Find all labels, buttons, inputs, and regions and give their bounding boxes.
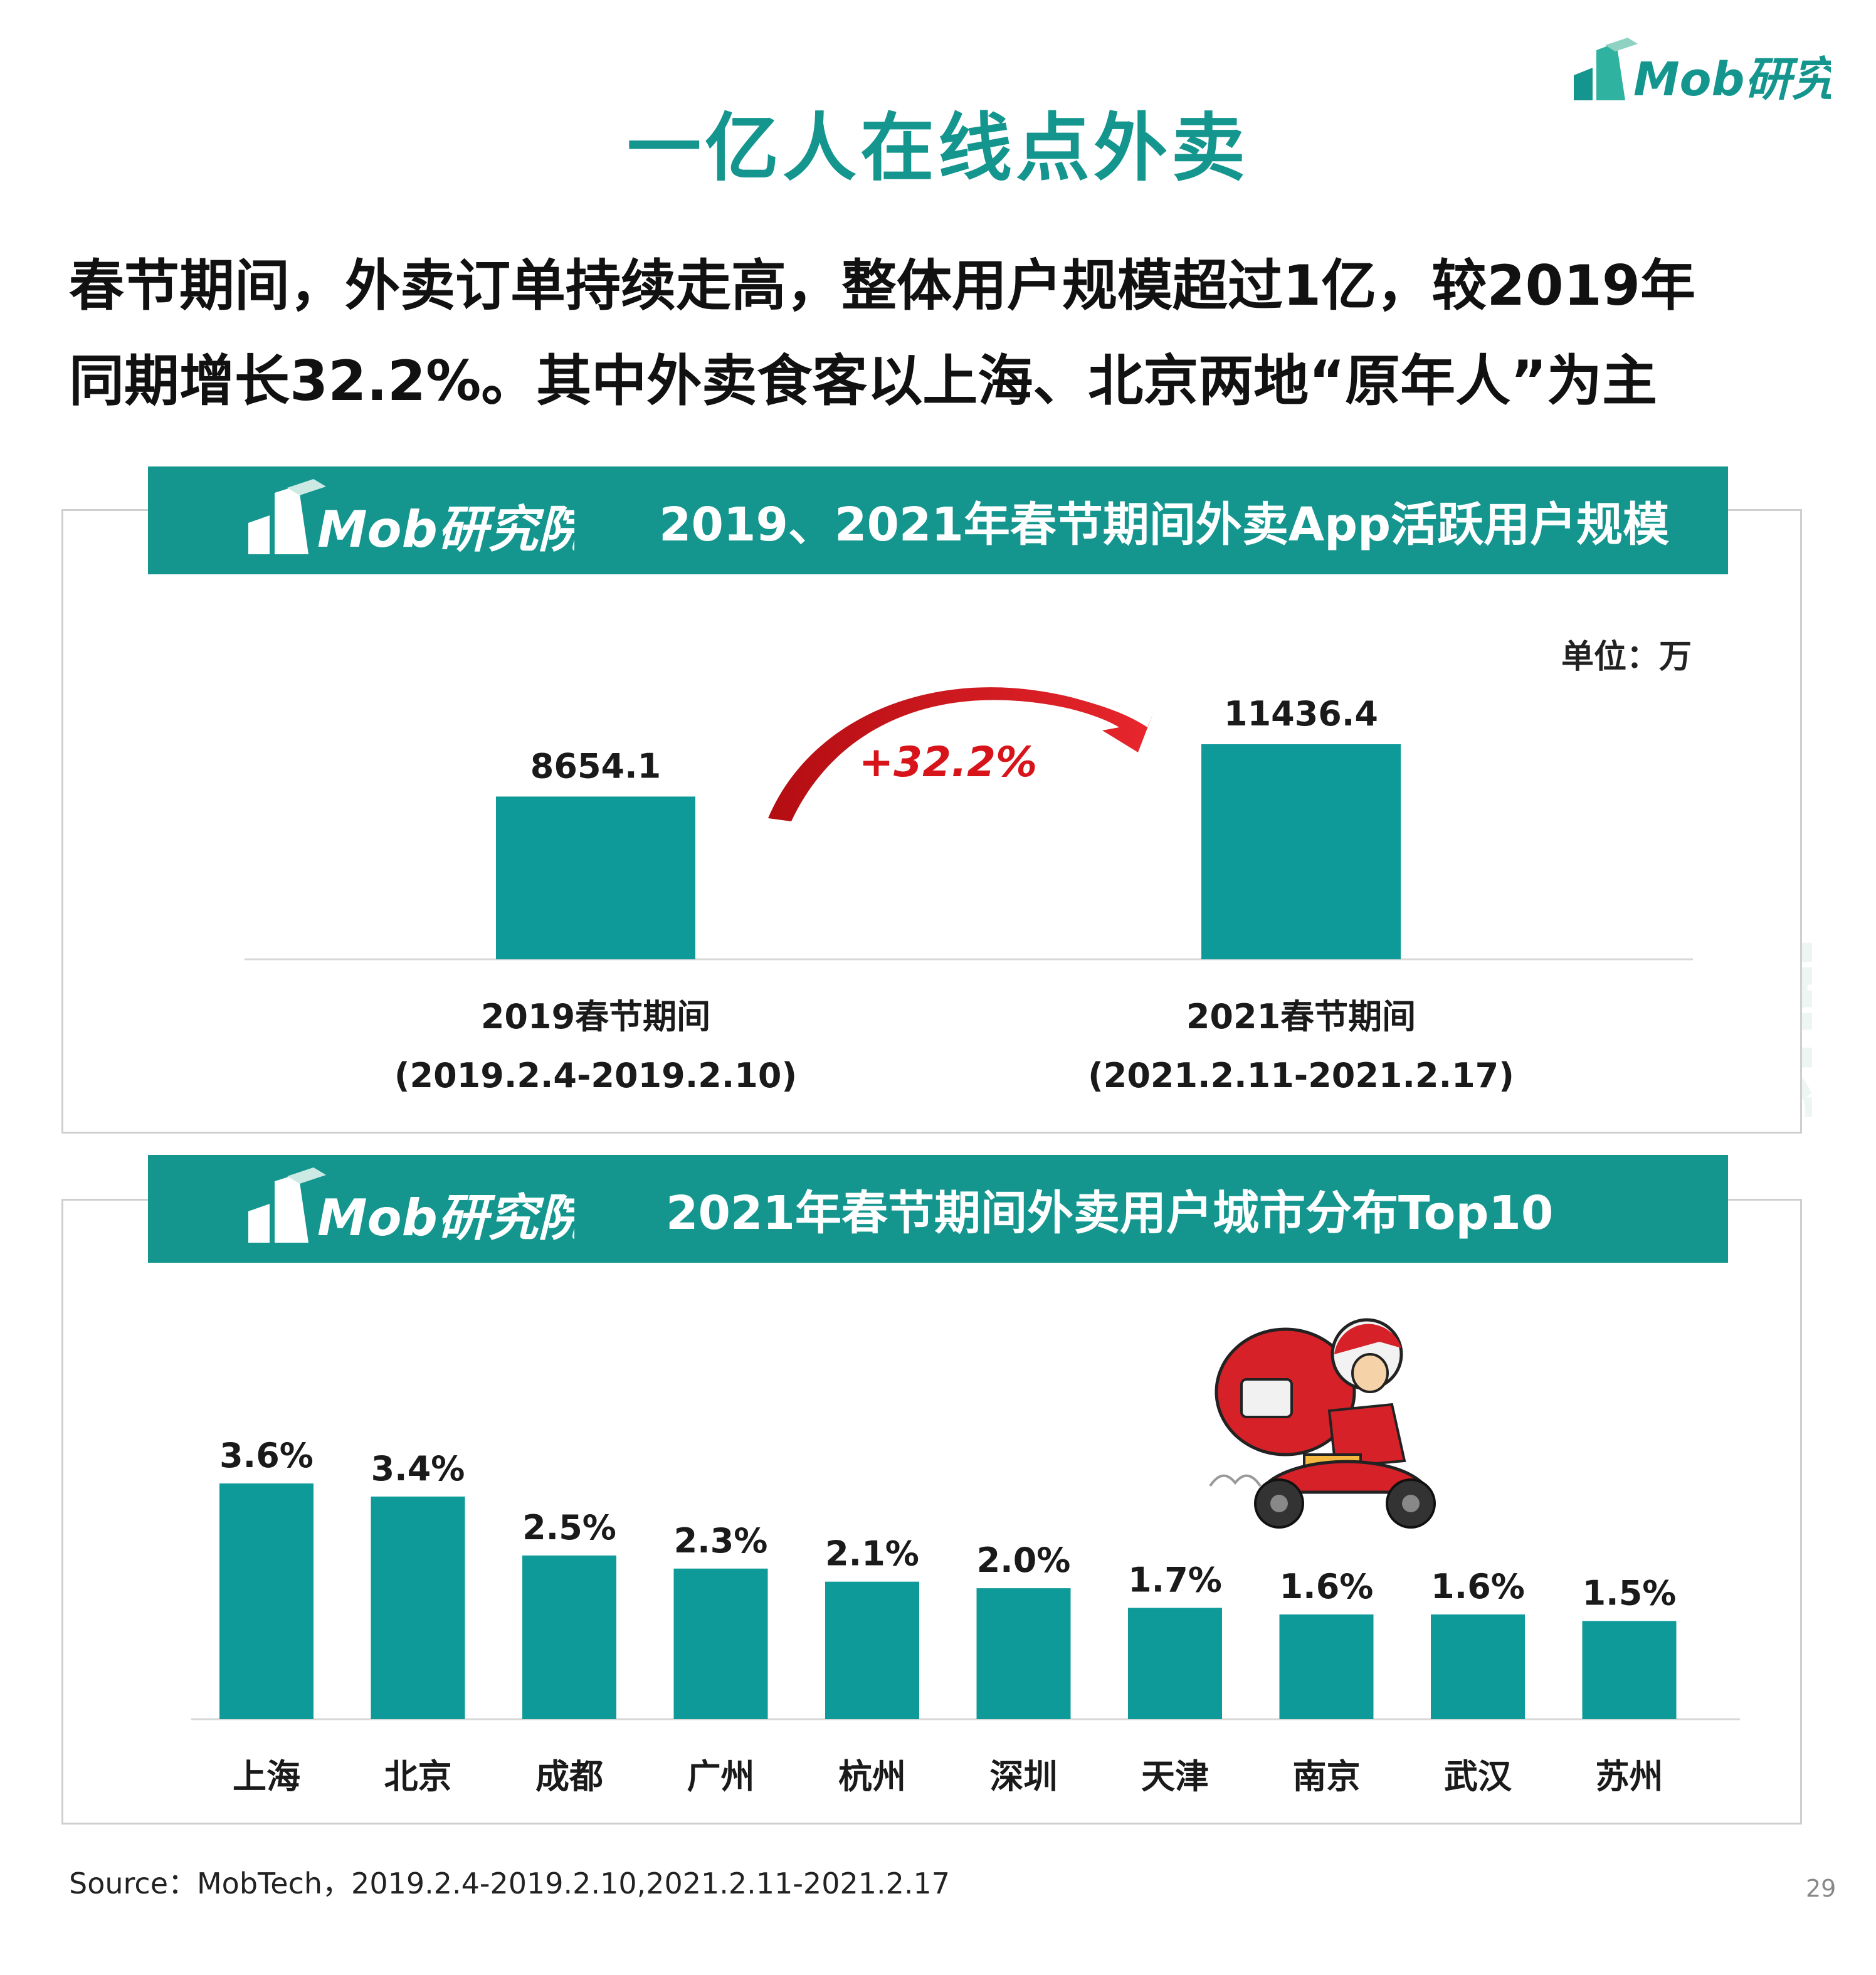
category-label: 杭州 <box>838 1757 906 1796</box>
active-users-chart-title: 2019、2021年春节期间外卖App活跃用户规模 <box>659 497 1670 552</box>
unit-label: 单位：万 <box>1561 638 1692 676</box>
active-users-panel-header: Mob研究院 2019、2021年春节期间外卖App活跃用户规模 <box>148 466 1728 574</box>
category-label: 北京 <box>384 1757 452 1796</box>
value-label: 11436.4 <box>1224 694 1378 734</box>
building-icon <box>1574 38 1638 100</box>
category-label: 2019春节期间 <box>481 997 710 1036</box>
panel-brand-logo: Mob研究院 <box>248 1167 574 1247</box>
city-distribution-panel-header: Mob研究院 2021年春节期间外卖用户城市分布Top10 <box>148 1155 1728 1263</box>
category-label: 深圳 <box>990 1757 1058 1796</box>
bar-2019春节期间 <box>496 796 695 959</box>
value-label: 1.6% <box>1431 1567 1525 1606</box>
value-label: 2.1% <box>825 1534 919 1574</box>
city-distribution-chart-title: 2021年春节期间外卖用户城市分布Top10 <box>666 1186 1554 1240</box>
bar-上海 <box>219 1483 314 1719</box>
bar-武汉 <box>1431 1614 1525 1719</box>
value-label: 1.7% <box>1128 1560 1222 1599</box>
value-label: 2.3% <box>674 1521 768 1561</box>
active-users-panel <box>61 509 1802 1134</box>
brand-logo: Mob研究院 <box>1574 38 1831 107</box>
brand-name: Mob研究院 <box>1633 53 1831 107</box>
value-label: 3.4% <box>371 1449 465 1488</box>
category-label: 2021春节期间 <box>1186 997 1416 1036</box>
category-label: 成都 <box>535 1757 603 1796</box>
category-date-range: (2019.2.4-2019.2.10) <box>394 1056 797 1095</box>
category-date-range: (2021.2.11-2021.2.17) <box>1088 1056 1514 1095</box>
category-label: 苏州 <box>1596 1757 1663 1796</box>
category-label: 武汉 <box>1444 1757 1512 1796</box>
page-title: 一亿人在线点外卖 <box>626 105 1249 191</box>
category-label: 广州 <box>687 1757 755 1796</box>
category-label: 南京 <box>1293 1757 1361 1796</box>
subtitle-line-1: 春节期间，外卖订单持续走高，整体用户规模超过1亿，较2019年 <box>69 253 1696 318</box>
subtitle-line-2: 同期增长32.2%。其中外卖食客以上海、北京两地“原年人”为主 <box>69 349 1657 413</box>
bar-南京 <box>1279 1614 1374 1719</box>
panel-brand-name: Mob研究院 <box>317 1189 574 1247</box>
bar-杭州 <box>825 1581 919 1719</box>
value-label: 1.5% <box>1583 1573 1677 1613</box>
bar-广州 <box>673 1568 768 1719</box>
bar-苏州 <box>1582 1621 1677 1719</box>
bar-深圳 <box>976 1588 1071 1719</box>
source-note: Source：MobTech，2019.2.4-2019.2.10,2021.2… <box>69 1867 951 1900</box>
growth-label: +32.2% <box>859 738 1037 786</box>
bar-北京 <box>371 1496 465 1719</box>
page-number: 29 <box>1806 1875 1836 1902</box>
bar-2021春节期间 <box>1201 744 1401 959</box>
value-label: 2.0% <box>977 1540 1071 1580</box>
city-distribution-panel <box>61 1199 1802 1825</box>
value-label: 2.5% <box>522 1508 616 1547</box>
subtitle: 春节期间，外卖订单持续走高，整体用户规模超过1亿，较2019年 同期增长32.2… <box>69 238 1812 429</box>
panel-brand-logo: Mob研究院 <box>248 479 574 559</box>
bar-天津 <box>1128 1608 1222 1719</box>
value-label: 1.6% <box>1280 1567 1374 1606</box>
category-label: 天津 <box>1141 1757 1209 1796</box>
growth-arrow <box>768 687 1154 821</box>
panel-brand-name: Mob研究院 <box>317 500 574 559</box>
delivery-rider-illustration <box>1209 1318 1436 1529</box>
value-label: 3.6% <box>219 1436 314 1475</box>
category-label: 上海 <box>233 1757 300 1796</box>
bar-成都 <box>522 1555 616 1719</box>
value-label: 8654.1 <box>530 746 661 786</box>
